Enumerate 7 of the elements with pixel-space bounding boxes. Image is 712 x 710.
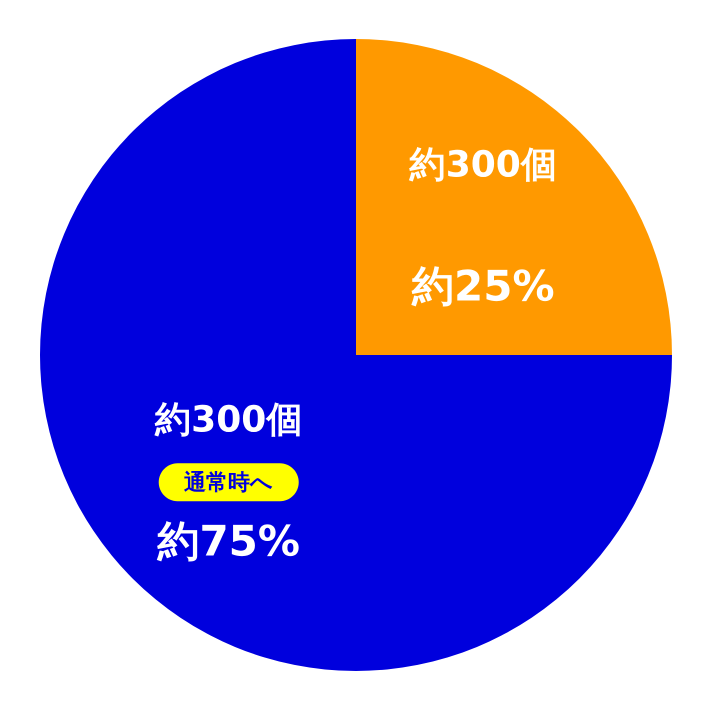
data-label: 約75% [156, 516, 300, 566]
slice-label: 通常時へ [183, 470, 274, 496]
text: 約300個 [154, 399, 302, 440]
pie-slice [356, 39, 672, 355]
text: 約300個 [408, 144, 557, 186]
data-label: 約25% [411, 262, 555, 311]
pie-slice [40, 39, 672, 671]
